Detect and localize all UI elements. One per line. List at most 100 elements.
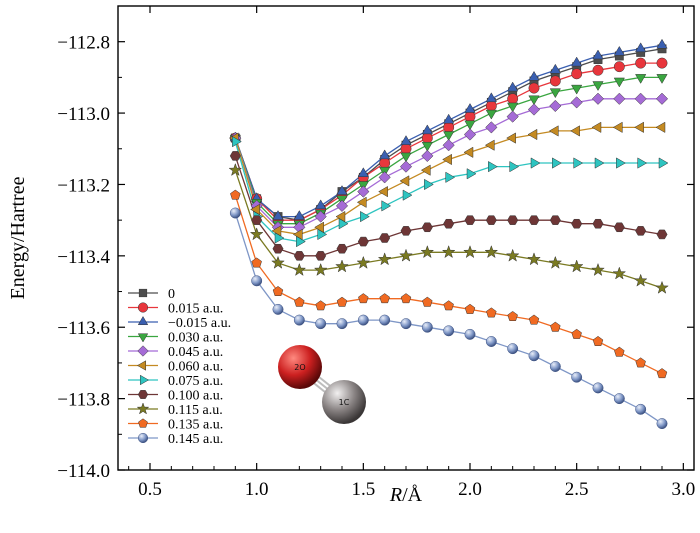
- marker-shape: [137, 345, 149, 357]
- data-point-s7-12: [485, 215, 497, 225]
- data-point-s6-16: [573, 157, 584, 169]
- marker-shape: [571, 218, 583, 229]
- data-point-s4-9: [421, 149, 434, 162]
- marker-shape: [591, 121, 602, 133]
- marker-shape: [613, 45, 625, 56]
- data-point-s7-7: [379, 233, 391, 243]
- data-point-s7-11: [464, 215, 476, 225]
- marker-shape: [634, 92, 647, 105]
- marker-shape: [442, 139, 455, 152]
- data-point-s9-13: [507, 311, 518, 321]
- data-point-s9-11: [464, 303, 476, 314]
- legend-label: 0.045 a.u.: [168, 345, 223, 360]
- marker-shape: [421, 141, 433, 152]
- legend-label: 0.115 a.u.: [168, 403, 223, 418]
- marker-shape: [357, 185, 370, 198]
- marker-shape: [655, 280, 669, 294]
- marker-shape: [378, 171, 391, 184]
- y-tick-label: −113.0: [57, 104, 110, 125]
- data-point-s10-16: [571, 371, 583, 383]
- marker-shape: [421, 222, 433, 233]
- marker-shape: [229, 151, 241, 161]
- marker-shape: [612, 266, 627, 280]
- marker-shape: [656, 368, 668, 379]
- data-point-s6-11: [466, 168, 477, 180]
- data-point-s6-15: [552, 157, 562, 169]
- data-point-s8-0: [228, 162, 243, 177]
- marker-shape: [400, 143, 412, 155]
- marker-shape: [635, 74, 647, 84]
- marker-shape: [228, 162, 243, 177]
- marker-shape: [274, 232, 285, 244]
- marker-shape: [571, 328, 582, 339]
- data-point-s9-0: [230, 189, 241, 200]
- data-point-s3-18: [613, 77, 625, 88]
- data-point-s2-5: [336, 185, 348, 195]
- data-point-s5-15: [548, 125, 559, 137]
- marker-shape: [486, 307, 497, 318]
- data-point-s6-12: [488, 161, 498, 173]
- marker-shape: [137, 432, 149, 444]
- data-point-s10-10: [443, 325, 455, 337]
- marker-shape: [317, 228, 328, 241]
- data-point-s8-5: [335, 259, 349, 273]
- data-point-s1-19: [635, 57, 647, 69]
- marker-shape: [336, 296, 348, 307]
- data-point-s1-7: [379, 157, 391, 169]
- data-point-s4-13: [506, 110, 519, 123]
- marker-shape: [379, 314, 391, 326]
- marker-shape: [400, 135, 412, 145]
- data-point-s3-8: [400, 152, 412, 163]
- marker-shape: [552, 157, 562, 169]
- marker-shape: [656, 418, 668, 430]
- marker-shape: [293, 251, 305, 261]
- marker-shape: [594, 157, 605, 169]
- marker-shape: [358, 293, 369, 304]
- data-point-s2-12: [485, 92, 497, 103]
- marker-shape: [137, 333, 149, 343]
- marker-shape: [400, 318, 412, 330]
- marker-shape: [658, 157, 669, 169]
- series-markers: [228, 38, 669, 430]
- marker-shape: [379, 157, 391, 169]
- marker-shape: [571, 68, 583, 80]
- marker-shape: [484, 245, 499, 259]
- legend-marker: [137, 432, 149, 444]
- data-point-s4-15: [549, 99, 562, 113]
- data-point-s9-14: [528, 314, 540, 325]
- data-point-s6-8: [402, 189, 413, 201]
- marker-shape: [592, 64, 604, 76]
- data-point-s4-17: [591, 92, 605, 105]
- data-point-s7-17: [592, 218, 604, 229]
- marker-shape: [139, 374, 150, 386]
- co-molecule: 2O 1C: [278, 345, 366, 424]
- marker-shape: [464, 215, 476, 225]
- y-axis-label: Energy/Hartree: [7, 176, 29, 299]
- data-point-s7-13: [507, 215, 519, 225]
- data-point-s9-12: [486, 307, 497, 318]
- data-point-s6-7: [381, 200, 392, 212]
- data-point-s2-10: [443, 113, 455, 124]
- marker-shape: [296, 235, 306, 248]
- data-point-s8-14: [527, 252, 541, 266]
- marker-shape: [335, 199, 349, 212]
- marker-shape: [484, 139, 495, 151]
- marker-shape: [485, 109, 497, 120]
- data-point-s5-6: [356, 196, 367, 208]
- data-point-s2-3: [293, 210, 305, 220]
- marker-shape: [137, 302, 149, 313]
- data-point-s6-13: [509, 161, 520, 173]
- data-point-s6-14: [530, 157, 541, 169]
- marker-shape: [635, 403, 647, 415]
- data-point-s8-3: [292, 262, 307, 276]
- data-point-s1-13: [507, 93, 519, 105]
- marker-shape: [271, 255, 285, 269]
- marker-shape: [530, 157, 541, 169]
- data-point-s2-7: [379, 149, 391, 160]
- marker-shape: [249, 227, 264, 241]
- marker-shape: [507, 215, 519, 225]
- data-point-s4-11: [463, 128, 477, 141]
- marker-shape: [549, 63, 561, 74]
- marker-shape: [445, 171, 456, 183]
- marker-shape: [424, 178, 434, 191]
